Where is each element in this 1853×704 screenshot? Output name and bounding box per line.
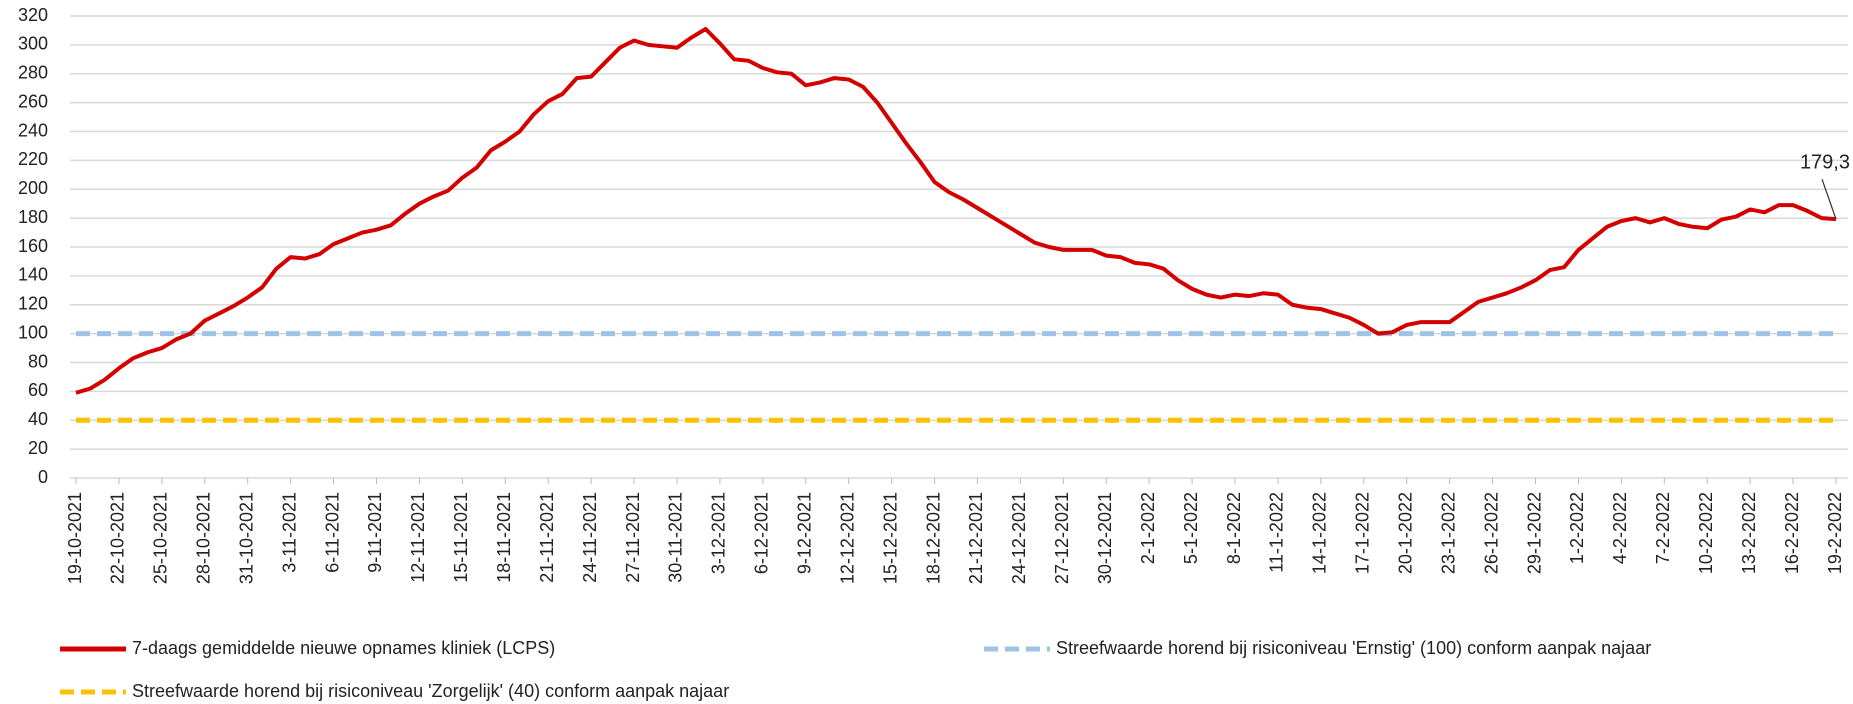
y-tick-label: 260 — [18, 91, 48, 111]
x-tick-label: 9-12-2021 — [795, 492, 815, 574]
x-tick-label: 10-2-2022 — [1696, 492, 1716, 574]
x-tick-label: 21-12-2021 — [966, 492, 986, 584]
y-tick-label: 80 — [28, 351, 48, 371]
x-tick-label: 27-11-2021 — [623, 492, 643, 583]
y-tick-label: 100 — [18, 322, 48, 342]
x-tick-label: 22-10-2021 — [108, 492, 128, 584]
legend-label: Streefwaarde horend bij risiconiveau 'Er… — [1056, 638, 1651, 658]
x-tick-label: 30-11-2021 — [666, 492, 686, 583]
x-tick-label: 15-12-2021 — [880, 492, 900, 584]
x-tick-label: 28-10-2021 — [194, 492, 214, 584]
x-tick-label: 6-12-2021 — [752, 492, 772, 574]
x-tick-label: 29-1-2022 — [1524, 492, 1544, 574]
x-tick-label: 6-11-2021 — [322, 492, 342, 573]
x-tick-label: 12-12-2021 — [837, 492, 857, 584]
x-tick-label: 17-1-2022 — [1353, 492, 1373, 574]
x-tick-label: 8-1-2022 — [1224, 492, 1244, 564]
legend-label: 7-daags gemiddelde nieuwe opnames klinie… — [132, 638, 555, 658]
x-tick-label: 13-2-2022 — [1739, 492, 1759, 574]
y-tick-label: 240 — [18, 120, 48, 140]
x-tick-label: 9-11-2021 — [365, 492, 385, 573]
x-tick-label: 4-2-2022 — [1610, 492, 1630, 564]
x-tick-label: 31-10-2021 — [236, 492, 256, 584]
x-tick-label: 18-11-2021 — [494, 492, 514, 583]
x-tick-label: 3-11-2021 — [279, 492, 299, 573]
x-tick-label: 20-1-2022 — [1395, 492, 1415, 574]
x-tick-label: 21-11-2021 — [537, 492, 557, 583]
x-tick-label: 23-1-2022 — [1438, 492, 1458, 574]
y-tick-label: 320 — [18, 5, 48, 25]
x-tick-label: 7-2-2022 — [1653, 492, 1673, 564]
x-tick-label: 24-12-2021 — [1009, 492, 1029, 584]
x-tick-label: 12-11-2021 — [408, 492, 428, 583]
y-tick-label: 60 — [28, 380, 48, 400]
data-label: 179,3 — [1800, 151, 1850, 173]
x-tick-label: 16-2-2022 — [1782, 492, 1802, 574]
x-tick-label: 24-11-2021 — [580, 492, 600, 583]
y-tick-label: 180 — [18, 207, 48, 227]
x-tick-label: 27-12-2021 — [1052, 492, 1072, 584]
legend-label: Streefwaarde horend bij risiconiveau 'Zo… — [132, 681, 729, 701]
x-tick-label: 25-10-2021 — [151, 492, 171, 584]
y-tick-label: 280 — [18, 63, 48, 83]
label-leader — [1821, 178, 1837, 220]
x-tick-label: 2-1-2022 — [1138, 492, 1158, 564]
y-tick-label: 140 — [18, 265, 48, 285]
y-tick-label: 20 — [28, 438, 48, 458]
x-tick-label: 18-12-2021 — [923, 492, 943, 584]
x-tick-label: 26-1-2022 — [1481, 492, 1501, 574]
x-tick-label: 3-12-2021 — [709, 492, 729, 574]
y-tick-label: 300 — [18, 34, 48, 54]
data-line — [75, 26, 1837, 395]
y-tick-label: 220 — [18, 149, 48, 169]
y-tick-label: 160 — [18, 236, 48, 256]
x-tick-label: 14-1-2022 — [1310, 492, 1330, 574]
x-tick-label: 30-12-2021 — [1095, 492, 1115, 584]
x-tick-label: 1-2-2022 — [1567, 492, 1587, 564]
x-tick-label: 5-1-2022 — [1181, 492, 1201, 564]
x-tick-label: 19-10-2021 — [65, 492, 85, 584]
x-tick-label: 19-2-2022 — [1825, 492, 1845, 574]
x-tick-label: 15-11-2021 — [451, 492, 471, 583]
y-tick-label: 200 — [18, 178, 48, 198]
y-tick-label: 40 — [28, 409, 48, 429]
y-tick-label: 120 — [18, 294, 48, 314]
x-tick-label: 11-1-2022 — [1267, 492, 1287, 573]
y-tick-label: 0 — [38, 467, 48, 487]
